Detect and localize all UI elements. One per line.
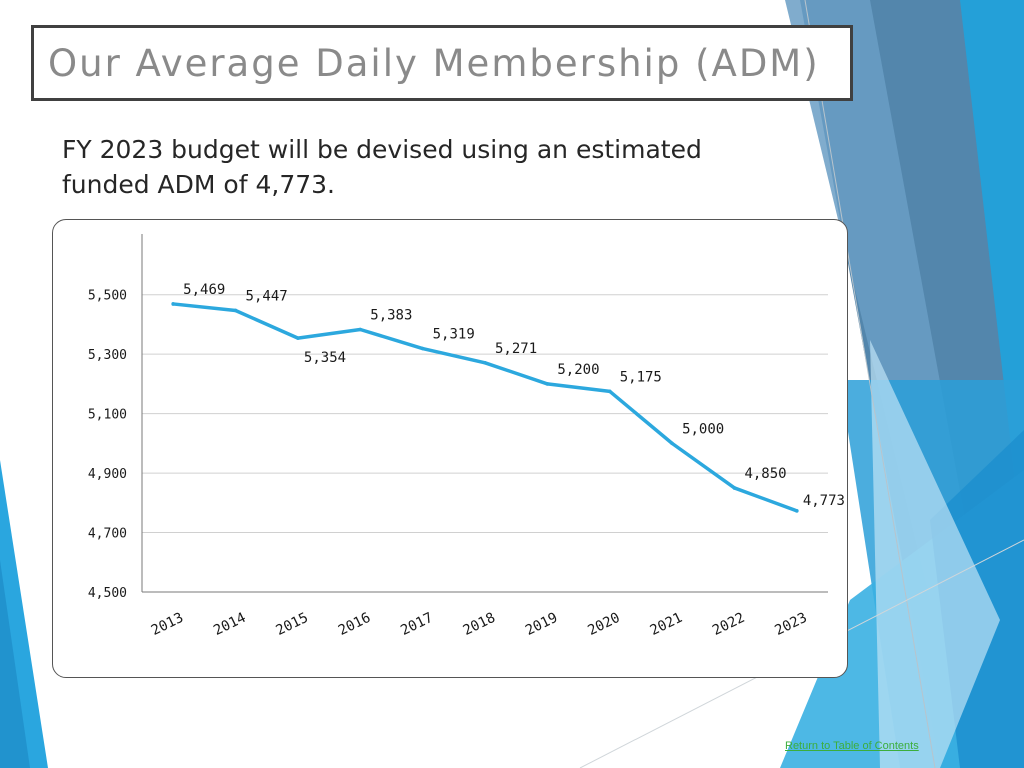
x-tick-labels: 2013 2014 2015 2016 2017 2018 2019 2020 2021 2022… xyxy=(149,610,810,639)
data-label: 5,200 xyxy=(557,362,599,378)
y-tick-label: 4,900 xyxy=(88,467,127,482)
data-label: 5,000 xyxy=(682,421,724,437)
data-point xyxy=(171,302,175,306)
data-point xyxy=(233,308,238,313)
data-point xyxy=(420,346,425,351)
x-tick-label: 2022 xyxy=(710,610,747,639)
data-point xyxy=(670,441,674,446)
adm-series-line xyxy=(171,302,799,513)
page-title: Our Average Daily Membership (ADM) xyxy=(48,41,820,85)
data-label: 5,447 xyxy=(246,288,288,304)
x-tick-label: 2013 xyxy=(149,610,186,639)
chart-panel: 4,500 4,700 4,900 5,100 5,300 5,500 2013 2014 2… xyxy=(52,219,848,678)
data-label: 5,175 xyxy=(620,369,662,385)
data-point xyxy=(732,486,737,490)
data-point xyxy=(607,389,612,394)
axes xyxy=(141,234,828,593)
series-line-layer xyxy=(171,302,799,513)
data-point xyxy=(483,361,487,365)
data-label: 5,354 xyxy=(304,350,346,366)
x-tick-label: 2021 xyxy=(648,610,685,639)
x-tick-label: 2015 xyxy=(273,610,310,639)
budget-statement: FY 2023 budget will be devised using an … xyxy=(62,135,702,199)
data-label: 5,383 xyxy=(370,308,412,324)
y-tick-labels: 4,500 4,700 4,900 5,100 5,300 5,500 xyxy=(88,289,127,601)
data-label: 5,271 xyxy=(495,341,537,357)
x-tick-label: 2014 xyxy=(211,610,248,639)
title-box: Our Average Daily Membership (ADM) xyxy=(31,25,853,101)
y-tick-label: 5,300 xyxy=(88,348,127,363)
data-point xyxy=(545,382,550,386)
data-labels: 5,469 5,447 5,354 5,383 5,319 5,271 5,200 5,175… xyxy=(183,282,845,509)
data-point xyxy=(296,336,300,340)
y-tick-label: 5,100 xyxy=(88,408,127,423)
y-tick-label: 5,500 xyxy=(88,289,127,304)
data-label: 4,850 xyxy=(744,466,786,482)
x-tick-label: 2016 xyxy=(336,610,373,639)
y-tick-label: 4,500 xyxy=(88,586,127,601)
x-tick-label: 2020 xyxy=(585,610,622,639)
y-tick-label: 4,700 xyxy=(88,527,127,542)
gridlines xyxy=(142,294,828,534)
data-label: 5,469 xyxy=(183,282,225,298)
data-label: 5,319 xyxy=(433,327,475,343)
data-point xyxy=(358,327,363,332)
x-tick-label: 2019 xyxy=(523,610,560,639)
x-tick-label: 2017 xyxy=(398,610,435,639)
data-point xyxy=(795,509,799,513)
data-label: 4,773 xyxy=(803,493,845,509)
table-of-contents-link[interactable]: Return to Table of Contents xyxy=(785,740,919,752)
x-tick-label: 2018 xyxy=(461,610,498,639)
x-tick-label: 2023 xyxy=(772,610,809,639)
